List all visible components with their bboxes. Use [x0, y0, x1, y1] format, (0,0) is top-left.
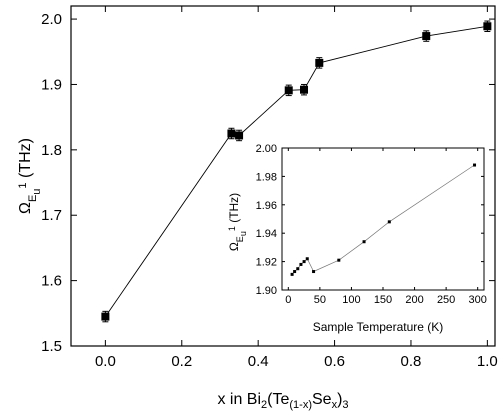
x-label-mid2: Se: [312, 391, 332, 408]
inset-data-point: [296, 267, 300, 271]
main-x-tick-label: 0.0: [95, 353, 116, 370]
x-label-mid: (Te: [267, 391, 289, 408]
inset-y-label-omega: Ω: [227, 242, 241, 251]
main-y-tick-label: 1.5: [41, 338, 62, 355]
y-label-unit: (THz): [17, 138, 34, 182]
svg-text:ΩEu1 (THz): ΩEu1 (THz): [17, 138, 43, 214]
inset-x-tick-label: 250: [437, 294, 455, 306]
main-y-tick-label: 1.8: [41, 142, 62, 159]
inset-data-point: [473, 163, 477, 167]
inset-x-tick-label: 100: [342, 294, 360, 306]
inset-y-axis-label: ΩEu1 (THz): [227, 193, 248, 251]
inset-x-tick-label: 200: [405, 294, 423, 306]
x-label-post: ): [337, 391, 342, 408]
main-plot-frame: [70, 5, 496, 347]
y-label-sub-u: u: [31, 189, 43, 195]
inset-y-label-sub-u: u: [238, 231, 248, 236]
main-y-tick-label: 2.0: [41, 11, 62, 28]
inset-y-label-sub-e: E: [235, 236, 245, 242]
main-y-tick-label: 1.9: [41, 76, 62, 93]
inset-data-point: [387, 220, 391, 224]
inset-y-tick-label: 1.96: [256, 200, 277, 212]
inset-x-tick-label: 150: [374, 294, 392, 306]
main-y-tick-label: 1.6: [41, 273, 62, 290]
x-label-pre: x in Bi: [217, 391, 261, 408]
main-plot-area: 0.0 0.2 0.4 0.6 0.8 1.0 1.5 1.6 1.7 1.8 1.9 2.0: [41, 6, 498, 370]
inset-plot-frame: [281, 147, 485, 291]
inset-x-tick-label: 0: [285, 294, 291, 306]
inset-x-axis-label: Sample Temperature (K): [313, 320, 444, 334]
main-x-tick-label: 0.4: [248, 353, 269, 370]
main-x-axis-label: x in Bi2(Te(1-x)Sex)3: [217, 391, 348, 411]
inset-y-tick-label: 1.98: [256, 171, 277, 183]
inset-data-point: [362, 240, 366, 244]
inset-y-tick-label: 1.92: [256, 257, 277, 269]
inset-x-tick-label: 300: [469, 294, 487, 306]
x-label-sub-x: x: [332, 399, 338, 411]
main-data-point: [227, 129, 236, 138]
main-data-point: [315, 58, 324, 67]
inset-y-tick-label: 1.94: [256, 228, 277, 240]
main-data-point: [101, 312, 110, 321]
main-data-point: [422, 32, 431, 41]
main-x-tick-label: 0.2: [171, 353, 192, 370]
main-x-tick-label: 0.8: [401, 353, 422, 370]
main-data-point: [300, 85, 309, 94]
main-x-tick-label: 1.0: [477, 353, 498, 370]
x-label-sub-1mx: (1-x): [289, 399, 312, 411]
inset-x-tick-label: 50: [314, 294, 326, 306]
inset-plot-area: 0 50 100 150 200 250 300 1.90 1.92 1.94 1.96 1.98 2.…: [256, 143, 487, 306]
inset-data-point: [302, 260, 306, 264]
inset-data-point: [290, 272, 294, 276]
main-y-axis-label: ΩEu1 (THz): [17, 138, 43, 214]
svg-text:ΩEu1 (THz): ΩEu1 (THz): [227, 193, 248, 251]
inset-y-tick-label: 1.90: [256, 285, 277, 297]
y-label-sub-e: E: [27, 195, 39, 202]
x-label-sub-2: 2: [261, 399, 267, 411]
main-data-point: [483, 22, 492, 31]
main-y-tick-label: 1.7: [41, 207, 62, 224]
inset-y-label-sup-1: 1: [227, 226, 237, 231]
inset-data-point: [312, 270, 316, 274]
main-x-tick-label: 0.6: [324, 353, 345, 370]
inset-y-label-unit: (THz): [227, 193, 241, 226]
inset-y-tick-label: 2.00: [256, 143, 277, 155]
y-label-sup-1: 1: [17, 182, 29, 188]
main-data-point: [284, 86, 293, 95]
inset-data-point: [305, 257, 309, 261]
y-label-omega: Ω: [17, 202, 34, 214]
main-data-point: [235, 131, 244, 140]
inset-data-point: [293, 270, 297, 274]
inset-data-point: [337, 258, 341, 262]
x-label-sub-3: 3: [342, 399, 348, 411]
inset-data-point: [299, 262, 303, 266]
